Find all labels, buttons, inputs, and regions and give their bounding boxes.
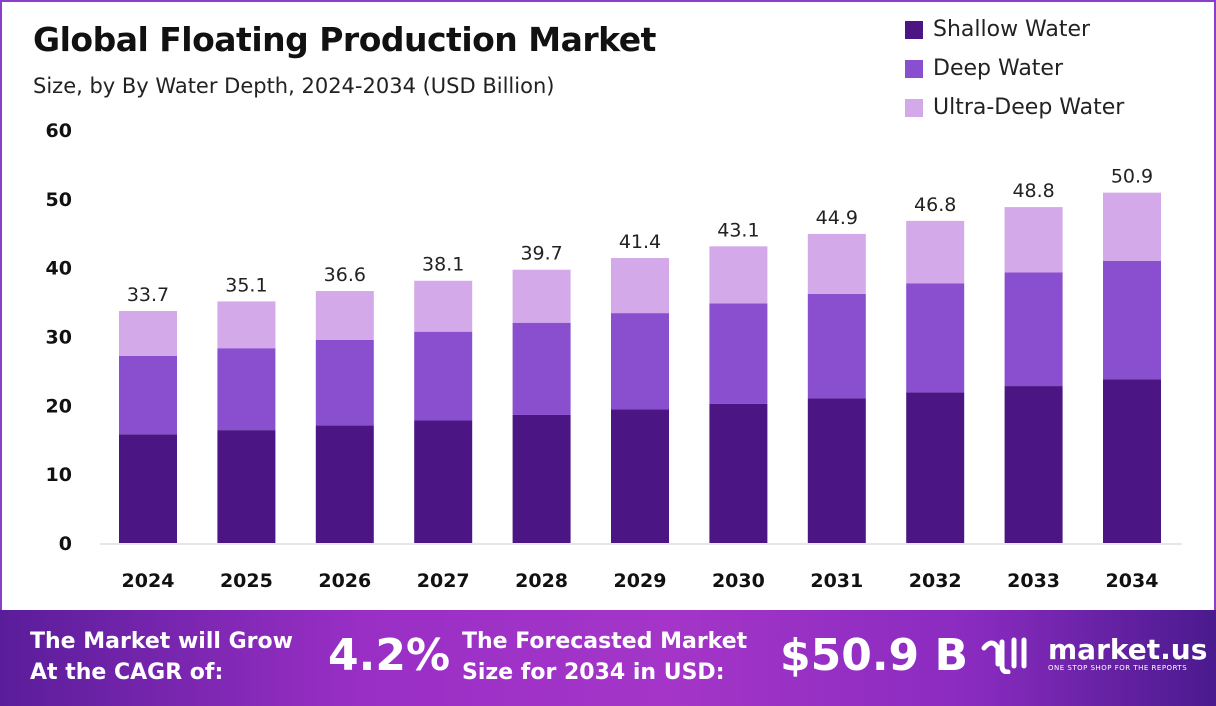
bar-segment-shallow-water-2028: [512, 414, 571, 543]
footer-banner: The Market will Grow At the CAGR of: 4.2%…: [0, 610, 1216, 706]
bar-segment-ultra-deep-water-2024: [119, 311, 177, 356]
x-tick-label: 2026: [318, 570, 371, 592]
bar-segment-ultra-deep-water-2027: [414, 280, 473, 332]
bar-segment-shallow-water-2034: [1103, 379, 1161, 543]
data-label: 36.6: [324, 264, 366, 286]
bar-segment-shallow-water-2029: [611, 409, 669, 543]
data-label: 44.9: [816, 207, 858, 229]
logo-tagline: ONE STOP SHOP FOR THE REPORTS: [1048, 664, 1188, 672]
legend-swatch: [905, 20, 923, 39]
legend-swatch: [905, 98, 923, 117]
logo-name: market.us: [1048, 633, 1208, 666]
bar-segment-shallow-water-2024: [119, 434, 177, 543]
forecast-label: The Forecasted Market Size for 2034 in US…: [462, 626, 747, 688]
data-label: 39.7: [520, 243, 562, 265]
x-tick-label: 2029: [614, 570, 667, 592]
bar-segment-ultra-deep-water-2030: [709, 246, 768, 304]
bar-segment-shallow-water-2026: [315, 425, 374, 543]
legend-item-shallow: Shallow Water: [905, 10, 1124, 49]
bar-segment-ultra-deep-water-2025: [217, 301, 276, 349]
legend-item-ultra-deep: Ultra-Deep Water: [905, 88, 1124, 127]
bar-segment-ultra-deep-water-2031: [807, 233, 866, 294]
bar-segment-ultra-deep-water-2029: [611, 258, 669, 314]
data-label: 38.1: [422, 254, 464, 276]
data-label: 33.7: [127, 284, 169, 306]
y-tick-label: 60: [46, 120, 72, 142]
bar-segment-deep-water-2030: [709, 303, 768, 404]
x-tick-label: 2028: [515, 570, 568, 592]
data-label: 48.8: [1012, 180, 1054, 202]
y-tick-label: 10: [46, 464, 72, 486]
cagr-value: 4.2%: [328, 630, 451, 681]
bar-segment-ultra-deep-water-2028: [512, 269, 571, 323]
bar-segment-shallow-water-2030: [709, 403, 768, 543]
logo: market.us ONE STOP SHOP FOR THE REPORTS: [980, 634, 1207, 674]
bar-segment-shallow-water-2031: [807, 398, 866, 543]
data-label: 41.4: [619, 231, 661, 253]
x-tick-label: 2030: [712, 570, 765, 592]
legend-item-deep: Deep Water: [905, 49, 1124, 88]
bar-segment-deep-water-2026: [315, 339, 374, 426]
y-tick-label: 0: [59, 533, 72, 555]
forecast-value: $50.9 B: [780, 630, 969, 681]
bar-segment-shallow-water-2025: [217, 430, 276, 543]
bar-segment-shallow-water-2027: [414, 420, 473, 543]
x-tick-label: 2032: [909, 570, 962, 592]
plot-area: 010203040506033.7202435.1202536.6202638.…: [46, 120, 1182, 592]
chart-subtitle: Size, by By Water Depth, 2024-2034 (USD …: [33, 74, 555, 98]
data-label: 50.9: [1111, 166, 1153, 188]
bar-segment-ultra-deep-water-2033: [1004, 207, 1063, 273]
bar-segment-deep-water-2028: [512, 322, 571, 415]
cagr-label-line1: The Market will Grow: [30, 629, 293, 654]
bar-segment-deep-water-2031: [807, 293, 866, 399]
y-tick-label: 30: [46, 327, 72, 349]
y-tick-label: 50: [46, 189, 72, 211]
bar-segment-shallow-water-2033: [1004, 386, 1063, 543]
x-tick-label: 2027: [417, 570, 470, 592]
forecast-label-line1: The Forecasted Market: [462, 629, 748, 654]
legend-label: Deep Water: [933, 56, 1064, 81]
bar-segment-deep-water-2033: [1004, 272, 1063, 387]
cagr-label-line2: At the CAGR of:: [30, 660, 224, 685]
legend-label: Ultra-Deep Water: [933, 95, 1125, 120]
bar-segment-deep-water-2029: [611, 313, 669, 410]
bar-segment-ultra-deep-water-2026: [315, 291, 374, 340]
y-tick-label: 40: [46, 258, 72, 280]
bar-segment-ultra-deep-water-2032: [906, 220, 965, 284]
bar-segment-deep-water-2025: [217, 348, 276, 431]
data-label: 46.8: [914, 194, 956, 216]
x-tick-label: 2031: [810, 570, 863, 592]
bar-segment-deep-water-2032: [906, 283, 965, 393]
forecast-label-line2: Size for 2034 in USD:: [462, 660, 725, 685]
x-tick-label: 2024: [122, 570, 175, 592]
legend: Shallow Water Deep Water Ultra-Deep Wate…: [905, 10, 1124, 127]
data-label: 43.1: [717, 219, 759, 241]
bar-segment-shallow-water-2032: [906, 392, 965, 543]
bar-segment-deep-water-2024: [119, 355, 177, 435]
legend-swatch: [905, 59, 923, 78]
y-tick-label: 20: [46, 395, 72, 417]
data-label: 35.1: [225, 274, 267, 296]
legend-label: Shallow Water: [933, 17, 1091, 42]
bar-segment-deep-water-2034: [1103, 260, 1161, 380]
cagr-label: The Market will Grow At the CAGR of:: [30, 626, 293, 688]
chart-title: Global Floating Production Market: [33, 20, 656, 59]
bar-segment-ultra-deep-water-2034: [1103, 192, 1161, 261]
x-tick-label: 2034: [1106, 570, 1159, 592]
x-tick-label: 2025: [220, 570, 273, 592]
market-us-logo-icon: [981, 637, 1027, 674]
x-tick-label: 2033: [1007, 570, 1060, 592]
bar-segment-deep-water-2027: [414, 331, 473, 421]
